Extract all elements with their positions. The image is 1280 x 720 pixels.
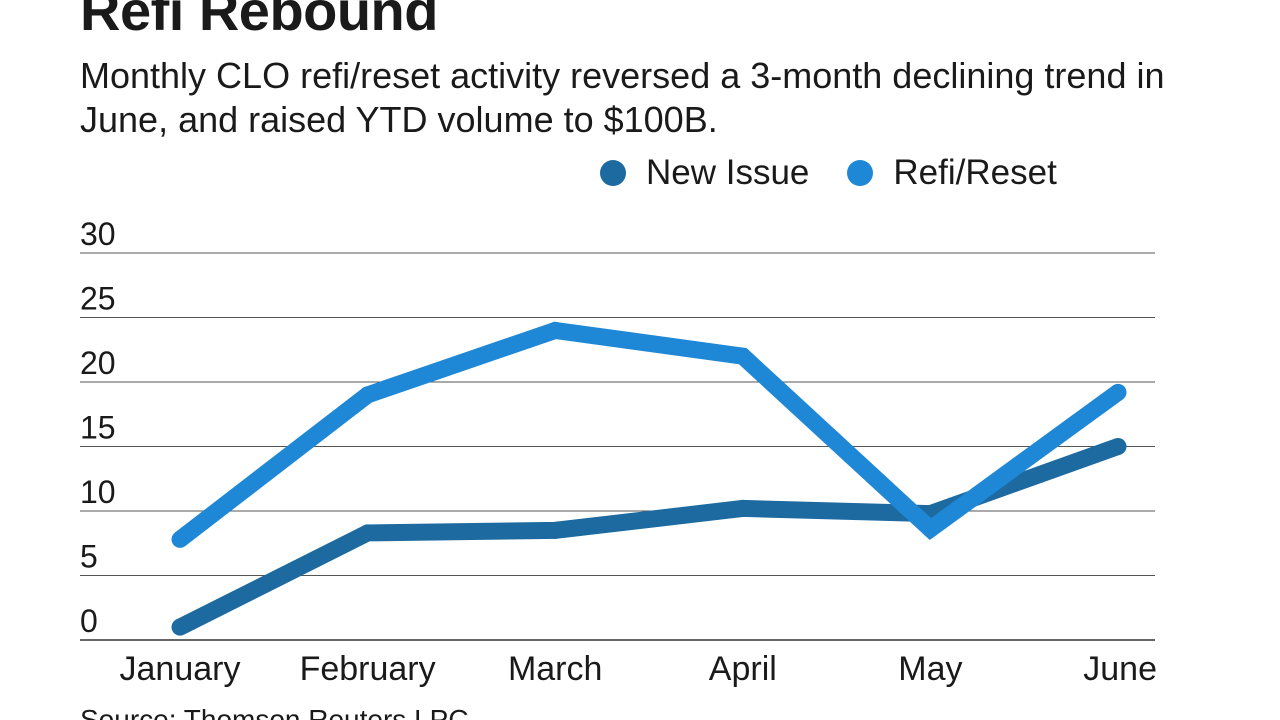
data-point-refi-reset-february [359, 386, 377, 404]
data-point-new-issue-april [734, 499, 752, 517]
x-tick-label-march: March [508, 650, 602, 688]
data-point-new-issue-february [359, 524, 377, 542]
y-tick-label-15: 15 [80, 410, 116, 446]
y-tick-label-5: 5 [80, 539, 98, 575]
chart-subtitle: Monthly CLO refi/reset activity reversed… [80, 55, 1165, 140]
y-tick-label-10: 10 [80, 474, 116, 510]
legend-marker-new-issue [600, 160, 626, 186]
x-tick-label-january: January [120, 650, 241, 688]
y-tick-label-20: 20 [80, 345, 116, 381]
data-point-new-issue-march [546, 521, 564, 539]
series-line-new-issue [176, 438, 1121, 635]
y-tick-label-30: 30 [80, 216, 116, 252]
series-line-refi-reset [174, 321, 1124, 547]
x-tick-label-february: February [300, 650, 436, 688]
legend: New Issue Refi/Reset [600, 150, 1095, 196]
data-point-refi-reset-march [546, 321, 564, 339]
legend-marker-refi-reset [847, 160, 874, 186]
data-point-new-issue-january [171, 618, 189, 636]
data-point-refi-reset-june [1109, 383, 1127, 401]
x-tick-label-april: April [709, 650, 777, 688]
legend-item-refi-reset: Refi/Reset [847, 153, 1057, 193]
data-point-new-issue-june [1109, 438, 1127, 455]
source-note: Source: Thomson Reuters LPC [80, 704, 469, 720]
data-point-refi-reset-april [734, 347, 752, 365]
x-tick-label-may: May [898, 650, 962, 688]
y-tick-label-0: 0 [80, 603, 98, 639]
chart-title: Refi Rebound [80, 0, 438, 42]
legend-item-new-issue: New Issue [600, 153, 809, 193]
y-tick-label-25: 25 [80, 281, 116, 317]
data-point-refi-reset-january [171, 530, 189, 548]
legend-label-new-issue: New Issue [646, 153, 810, 192]
x-tick-label-june: June [1083, 650, 1157, 688]
data-point-refi-reset-may [921, 520, 939, 538]
legend-label-refi-reset: Refi/Reset [893, 153, 1057, 192]
